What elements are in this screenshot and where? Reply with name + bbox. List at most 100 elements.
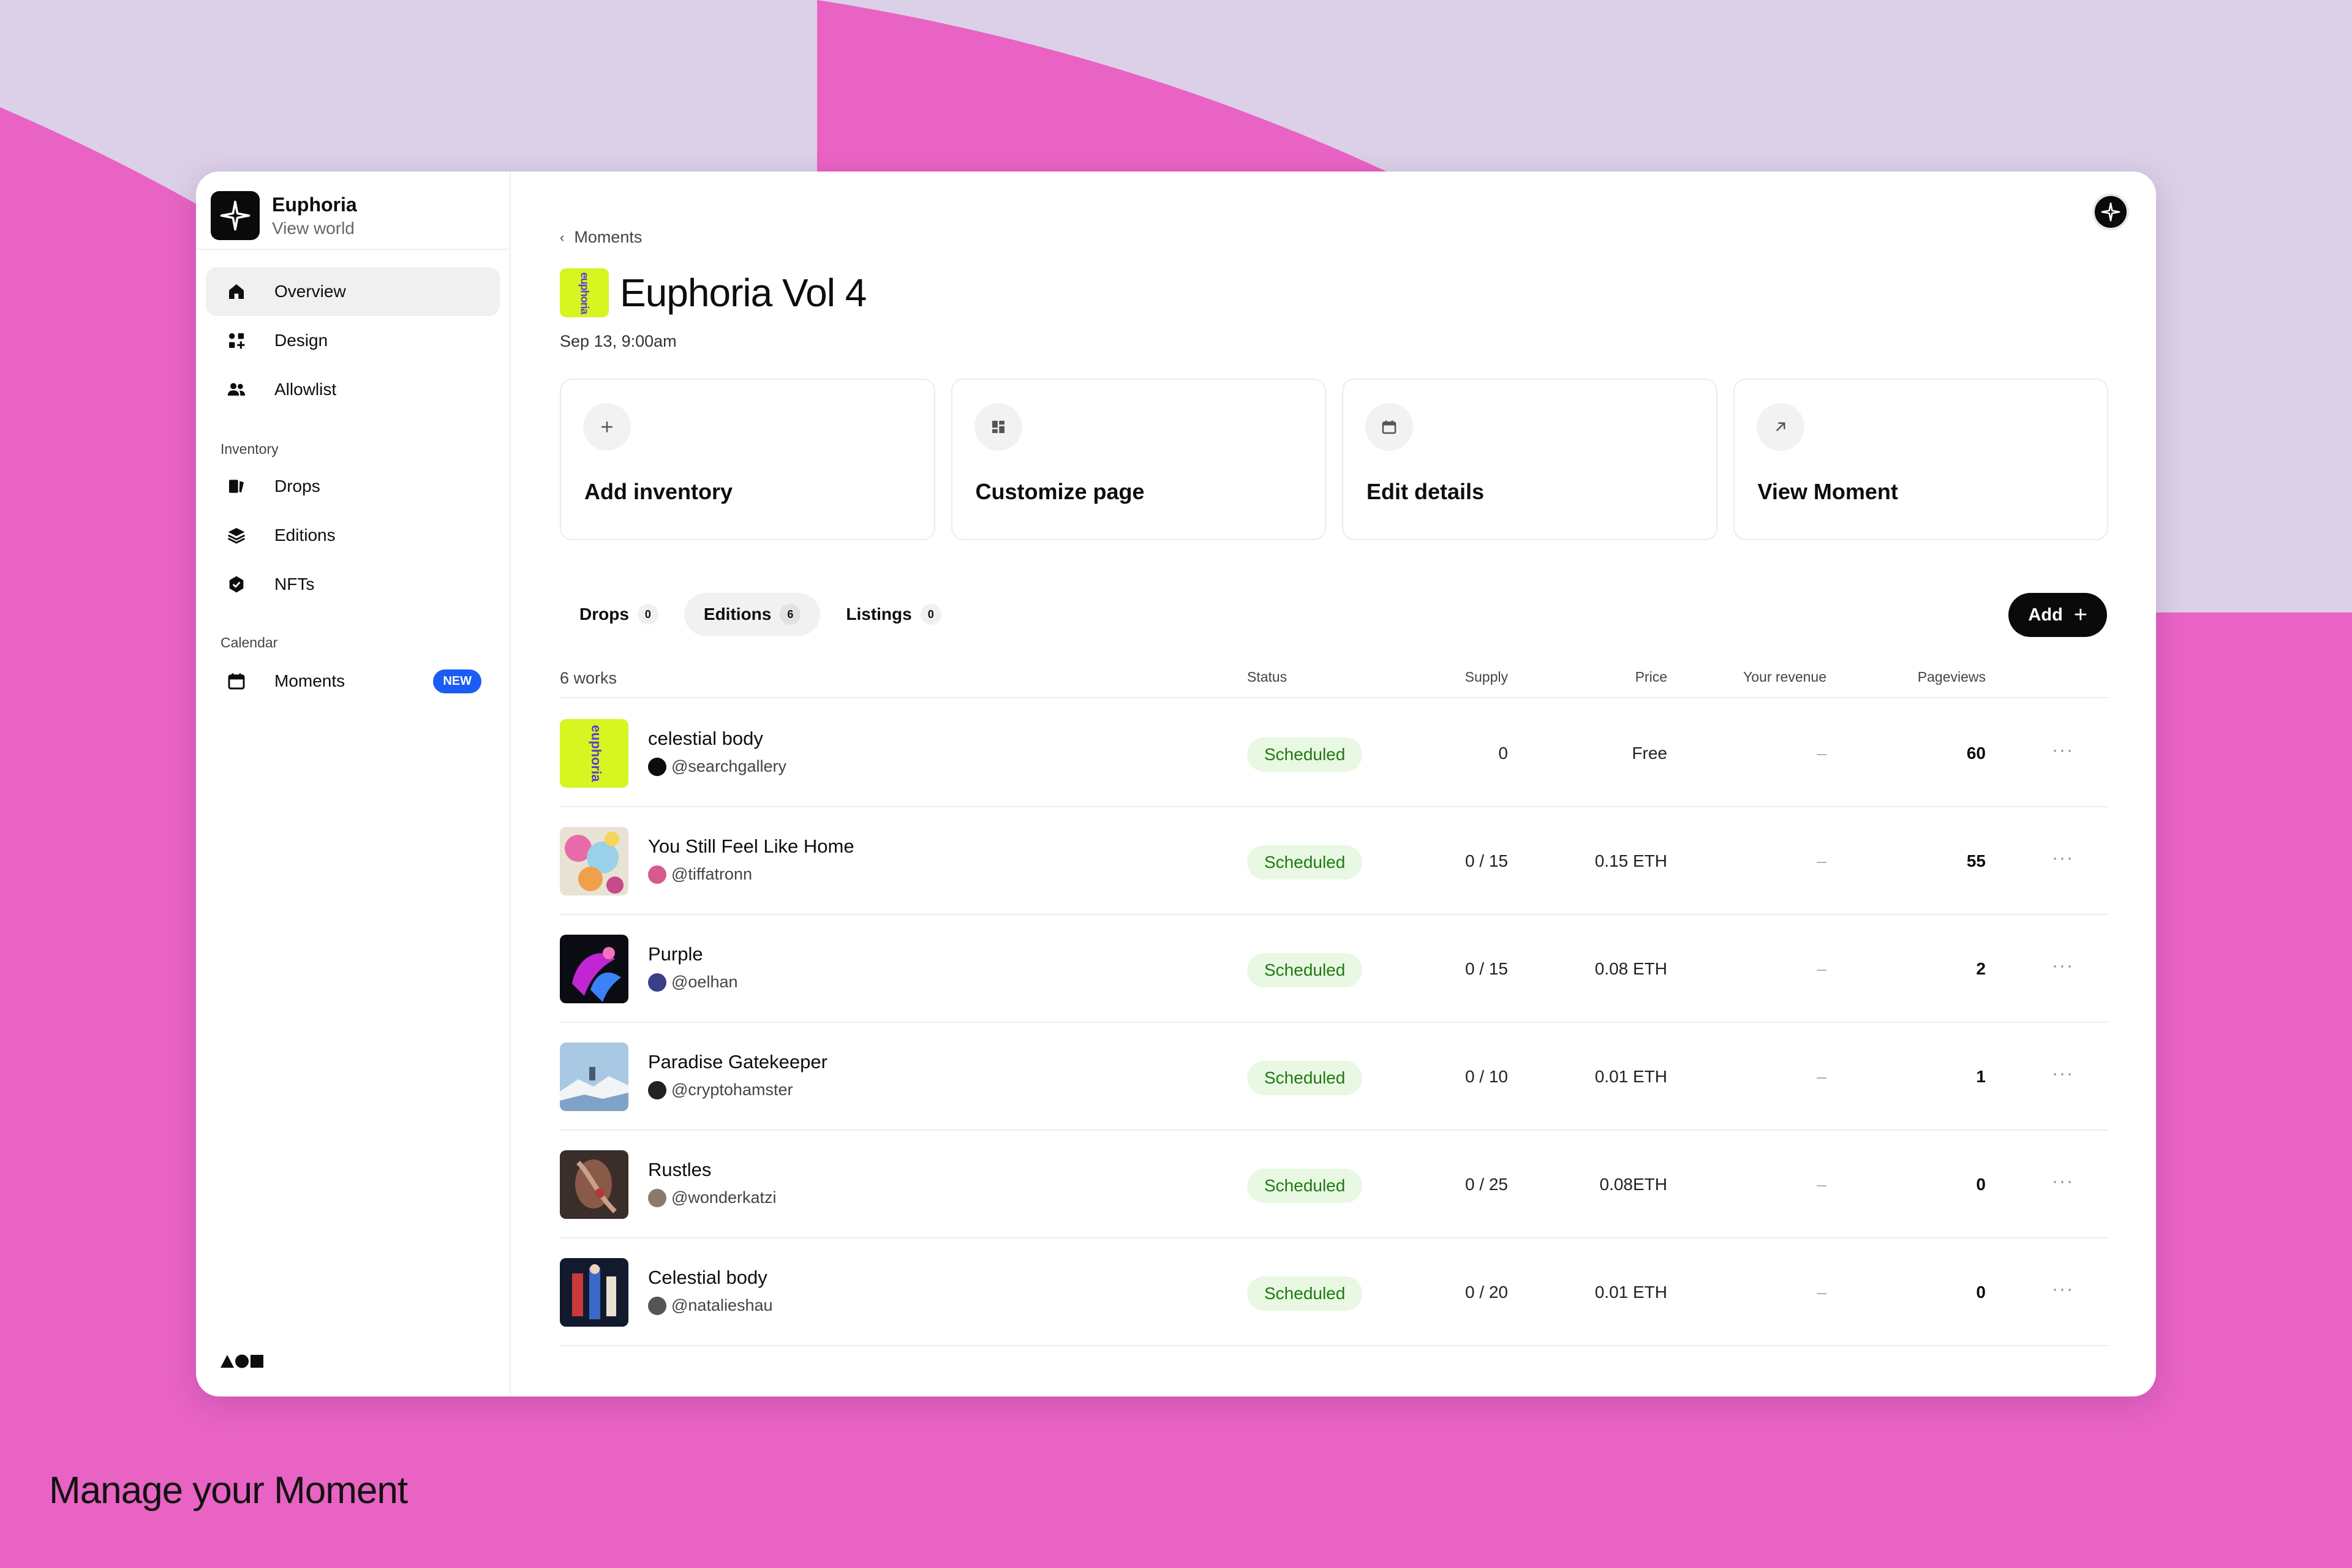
add-button[interactable]: Add + <box>2008 593 2107 637</box>
action-label: Customize page <box>975 479 1145 504</box>
tab-label: Listings <box>846 605 912 624</box>
pageviews-value: 1 <box>1976 1067 1986 1086</box>
tab-count: 0 <box>920 604 941 625</box>
work-name: celestial body <box>648 728 763 749</box>
customize-page-card[interactable]: Customize page <box>951 379 1326 540</box>
work-creator[interactable]: @searchgallery <box>648 757 786 776</box>
tab-label: Editions <box>703 605 772 624</box>
view-world-link[interactable]: View world <box>272 218 355 238</box>
add-inventory-card[interactable]: Add inventory <box>560 379 935 540</box>
plus-icon: + <box>2073 602 2087 628</box>
column-revenue[interactable]: Your revenue <box>1743 669 1826 685</box>
creator-handle: @oelhan <box>671 973 738 991</box>
creator-avatar <box>648 1296 666 1315</box>
more-options-icon[interactable]: ··· <box>2052 1063 2074 1084</box>
home-icon <box>224 279 249 304</box>
creator-handle: @wonderkatzi <box>671 1188 777 1207</box>
artwork-thumbnail <box>560 1042 628 1111</box>
creator-avatar <box>648 757 666 776</box>
calendar-icon <box>224 669 249 693</box>
pageviews-value: 2 <box>1976 959 1986 978</box>
table-header: 6 works Status Supply Price Your revenue… <box>560 669 2108 698</box>
table-row[interactable]: Paradise Gatekeeper @cryptohamster Sched… <box>560 1023 2108 1131</box>
inventory-tabs: Drops 0 Editions 6 Listings 0 <box>560 593 967 636</box>
moment-date: Sep 13, 9:00am <box>560 332 677 350</box>
app-window: Euphoria View world Overview Design Allo… <box>196 172 2156 1396</box>
supply-value: 0 / 15 <box>1464 851 1508 870</box>
drops-icon <box>224 474 249 499</box>
layers-icon <box>224 523 249 548</box>
artwork-thumbnail: euphoria <box>560 719 628 788</box>
price-value: 0.08ETH <box>1599 1175 1668 1194</box>
column-status[interactable]: Status <box>1247 669 1287 685</box>
world-switcher[interactable]: Euphoria View world <box>211 185 510 246</box>
price-value: 0.01 ETH <box>1594 1283 1667 1302</box>
badge-icon <box>224 572 249 597</box>
creator-handle: @cryptohamster <box>671 1080 793 1099</box>
price-value: 0.08 ETH <box>1594 959 1667 978</box>
sidebar-item-label: Allowlist <box>274 380 337 399</box>
table-row[interactable]: euphoria celestial body @searchgallery S… <box>560 699 2108 807</box>
work-creator[interactable]: @tiffatronn <box>648 865 752 884</box>
work-creator[interactable]: @oelhan <box>648 973 738 992</box>
svg-text:euphoria: euphoria <box>589 725 604 783</box>
view-moment-card[interactable]: View Moment <box>1733 379 2108 540</box>
creator-handle: @searchgallery <box>671 757 786 775</box>
creator-avatar <box>648 865 666 884</box>
tab-editions[interactable]: Editions 6 <box>684 593 821 636</box>
more-options-icon[interactable]: ··· <box>2052 1279 2074 1299</box>
more-options-icon[interactable]: ··· <box>2052 740 2074 760</box>
artwork-thumbnail <box>560 827 628 895</box>
works-count: 6 works <box>560 669 617 687</box>
work-creator[interactable]: @natalieshau <box>648 1296 773 1315</box>
column-pageviews[interactable]: Pageviews <box>1917 669 1986 685</box>
work-name: Purple <box>648 943 703 965</box>
work-creator[interactable]: @cryptohamster <box>648 1080 793 1099</box>
table-row[interactable]: You Still Feel Like Home @tiffatronn Sch… <box>560 807 2108 915</box>
breadcrumb[interactable]: ‹ Moments <box>560 228 642 247</box>
edit-details-card[interactable]: Edit details <box>1342 379 1717 540</box>
column-supply[interactable]: Supply <box>1464 669 1508 685</box>
work-creator[interactable]: @wonderkatzi <box>648 1188 776 1207</box>
cover-text: euphoria <box>578 271 591 314</box>
action-cards: Add inventory Customize page Edit detail… <box>560 379 2108 540</box>
sidebar-item-overview[interactable]: Overview <box>206 267 500 316</box>
more-options-icon[interactable]: ··· <box>2052 1171 2074 1191</box>
revenue-value: – <box>1817 851 1826 870</box>
plus-icon <box>583 403 631 451</box>
sidebar-item-drops[interactable]: Drops <box>206 462 500 511</box>
revenue-value: – <box>1817 1283 1826 1302</box>
page-title: Euphoria Vol 4 <box>620 271 867 315</box>
sidebar-item-label: Moments <box>274 671 345 690</box>
tab-drops[interactable]: Drops 0 <box>560 593 678 636</box>
more-options-icon[interactable]: ··· <box>2052 848 2074 868</box>
pageviews-value: 0 <box>1976 1175 1986 1194</box>
tab-listings[interactable]: Listings 0 <box>826 593 960 636</box>
price-value: Free <box>1632 744 1667 763</box>
account-star-icon[interactable] <box>2092 194 2129 230</box>
supply-value: 0 / 20 <box>1464 1283 1508 1302</box>
status-badge: Scheduled <box>1247 1061 1363 1095</box>
table-row[interactable]: Purple @oelhan Scheduled 0 / 15 0.08 ETH… <box>560 915 2108 1023</box>
sidebar: Euphoria View world Overview Design Allo… <box>196 172 511 1396</box>
column-price[interactable]: Price <box>1635 669 1667 685</box>
artwork-thumbnail <box>560 1258 628 1327</box>
sidebar-item-label: Design <box>274 331 328 350</box>
price-value: 0.15 ETH <box>1594 851 1667 870</box>
sidebar-item-design[interactable]: Design <box>206 316 500 365</box>
sidebar-item-allowlist[interactable]: Allowlist <box>206 365 500 414</box>
sidebar-item-moments[interactable]: Moments NEW <box>206 657 500 706</box>
table-row[interactable]: Rustles @wonderkatzi Scheduled 0 / 25 0.… <box>560 1131 2108 1238</box>
chevron-left-icon: ‹ <box>560 229 565 245</box>
sidebar-item-nfts[interactable]: NFTs <box>206 560 500 609</box>
work-name: You Still Feel Like Home <box>648 835 854 857</box>
sidebar-item-editions[interactable]: Editions <box>206 511 500 560</box>
work-name: Celestial body <box>648 1267 767 1288</box>
status-badge: Scheduled <box>1247 953 1363 987</box>
sidebar-item-label: NFTs <box>274 575 315 594</box>
more-options-icon[interactable]: ··· <box>2052 956 2074 976</box>
add-label: Add <box>2028 605 2063 625</box>
creator-handle: @natalieshau <box>671 1296 773 1314</box>
brand-shapes-logo <box>221 1353 265 1372</box>
table-row[interactable]: Celestial body @natalieshau Scheduled 0 … <box>560 1238 2108 1346</box>
